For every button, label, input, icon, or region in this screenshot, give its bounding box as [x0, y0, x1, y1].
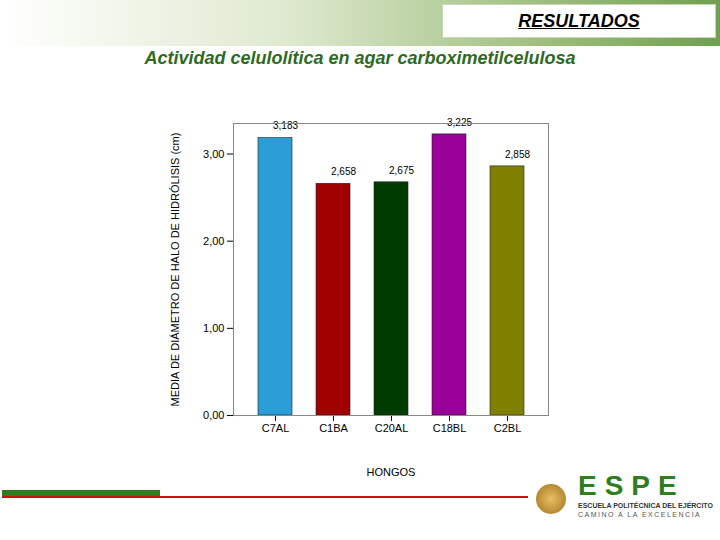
svg-text:2,858: 2,858: [505, 149, 530, 160]
html-text:CAMINO A LA EXCELENCIA: CAMINO A LA EXCELENCIA: [578, 511, 702, 518]
svg-text:3,00: 3,00: [203, 148, 224, 160]
svg-text:C2BL: C2BL: [494, 422, 522, 434]
svg-text:3,183: 3,183: [273, 120, 298, 131]
svg-text:2,00: 2,00: [203, 235, 224, 247]
svg-text:HONGOS: HONGOS: [367, 466, 416, 478]
svg-text:2,675: 2,675: [389, 165, 414, 176]
svg-text:0,00: 0,00: [203, 409, 224, 421]
svg-text:1,00: 1,00: [203, 322, 224, 334]
svg-text:C7AL: C7AL: [262, 422, 290, 434]
svg-text:C1BA: C1BA: [319, 422, 348, 434]
svg-text:3,225: 3,225: [447, 117, 472, 128]
svg-text:C18BL: C18BL: [433, 422, 467, 434]
svg-text:2,658: 2,658: [331, 166, 356, 177]
html-text:Actividad celulolítica en agar: Actividad celulolítica en agar carboxime…: [144, 48, 576, 68]
svg-text:MEDIA DE DIÁMETRO DE HALO DE H: MEDIA DE DIÁMETRO DE HALO DE HIDRÓLISIS …: [169, 133, 181, 407]
svg-text:C20AL: C20AL: [375, 422, 409, 434]
html-text:RESULTADOS: RESULTADOS: [518, 10, 640, 31]
html-text:ESPE: ESPE: [578, 470, 685, 501]
html-text:ESCUELA POLITÉCNICA DEL EJÉRCI: ESCUELA POLITÉCNICA DEL EJÉRCITO: [578, 502, 713, 509]
